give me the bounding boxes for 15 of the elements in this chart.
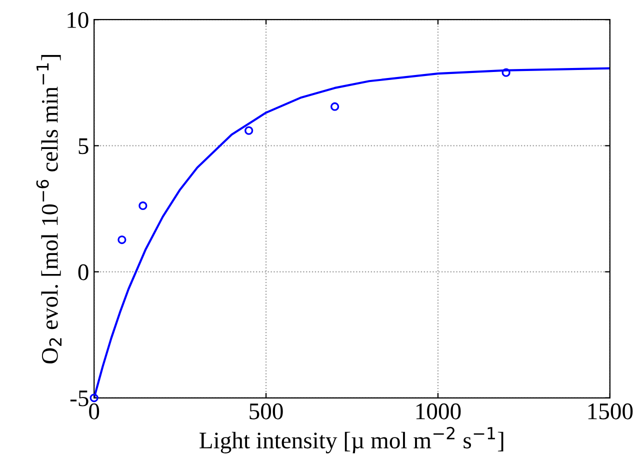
x-tick-label: 1500 [588, 403, 633, 420]
x-tick-label: 1000 [416, 403, 461, 420]
y-tick-label: 0 [78, 264, 88, 280]
point [502, 68, 510, 77]
point [118, 235, 126, 244]
x-tick-label: 0 [89, 403, 100, 420]
y-tick-label: 10 [68, 12, 88, 28]
y-axis-title: O$_{2}$ evol. [mol 10$^{−6}$ cells min$^{−1}$] [36, 55, 62, 364]
point [138, 201, 148, 210]
point [330, 102, 340, 111]
y-tick-label: 5 [78, 138, 88, 154]
point [244, 126, 254, 135]
x-tick-label: 500 [250, 403, 283, 420]
y-tick-label: -5 [70, 390, 88, 406]
x-axis-title: Light intensity [µ mol m$^{−2}$ s$^{−1}$] [200, 426, 504, 454]
